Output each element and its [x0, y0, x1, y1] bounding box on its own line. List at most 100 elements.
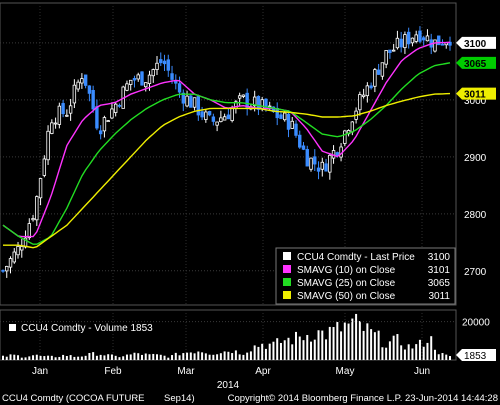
volume-bar	[238, 354, 241, 360]
candle-body	[298, 134, 302, 148]
candle-body	[358, 94, 362, 111]
candle-body	[369, 85, 373, 89]
candle-body	[113, 103, 118, 113]
candle-body	[57, 105, 62, 125]
candle-body	[290, 120, 294, 129]
volume-bar	[178, 355, 181, 360]
volume-bar	[35, 354, 38, 360]
legend-label: CCU4 Comdty - Last Price	[297, 252, 415, 263]
volume-bar	[137, 353, 140, 360]
candle-body	[252, 96, 257, 107]
volume-bar	[430, 336, 433, 360]
candle-body	[380, 62, 385, 77]
value-tag-text: 3065	[464, 59, 487, 70]
volume-bar	[426, 342, 429, 360]
volume-bar	[201, 352, 204, 360]
volume-bar	[144, 353, 147, 360]
ma-line-3	[3, 92, 451, 249]
x-month-label: Mar	[177, 366, 195, 377]
volume-bar	[317, 330, 320, 360]
volume-bar	[28, 356, 31, 360]
candle-body	[189, 95, 193, 108]
volume-bar	[268, 343, 271, 360]
candle-body	[140, 71, 144, 86]
candle-body	[207, 111, 212, 116]
candle-body	[72, 84, 77, 104]
volume-bar	[69, 355, 72, 360]
candle-body	[83, 74, 88, 86]
candle-body	[384, 50, 388, 65]
volume-bar	[9, 354, 12, 360]
volume-bar	[171, 355, 174, 360]
volume-bar	[88, 352, 91, 360]
volume-bar	[358, 321, 361, 360]
volume-bar	[366, 323, 369, 360]
volume-bar	[313, 339, 316, 360]
volume-bar	[261, 343, 264, 360]
volume-bar	[246, 352, 249, 360]
volume-bar	[95, 355, 98, 360]
candle-body	[95, 106, 99, 129]
candle-body	[102, 117, 107, 132]
candle-body	[1, 269, 5, 272]
candle-body	[376, 69, 381, 75]
volume-bar	[159, 354, 162, 360]
volume-bar	[193, 353, 196, 360]
volume-bar	[396, 334, 399, 360]
volume-bar	[77, 356, 80, 360]
legend-swatch	[283, 252, 291, 260]
value-tag: 3100	[456, 36, 496, 50]
volume-bar	[415, 344, 418, 360]
volume-legend-label: CCU4 Comdty - Volume 1853	[21, 323, 153, 334]
candle-body	[260, 99, 264, 109]
value-tag-text: 3100	[464, 39, 487, 50]
volume-bar	[306, 334, 309, 360]
candle-body	[320, 161, 324, 170]
volume-bar	[208, 354, 211, 360]
volume-bar	[343, 322, 346, 360]
candle-body	[87, 85, 92, 94]
candle-body	[448, 41, 452, 46]
x-month-label: Jan	[32, 366, 48, 377]
volume-bar	[219, 353, 222, 360]
candle-body	[286, 113, 291, 130]
legend-swatch	[283, 265, 291, 273]
candle-body	[117, 104, 122, 107]
candle-body	[98, 130, 103, 135]
candle-body	[365, 85, 370, 97]
volume-bar	[47, 355, 50, 360]
volume-bar	[92, 352, 95, 360]
volume-bar	[99, 354, 102, 360]
volume-bar	[182, 353, 185, 360]
volume-bar	[381, 347, 384, 360]
footer-left: CCU4 Comdty (COCOA FUTURE	[2, 393, 145, 404]
volume-bar	[231, 353, 234, 360]
volume-bar	[234, 350, 237, 360]
volume-bars-group	[2, 313, 451, 360]
candle-body	[61, 103, 65, 115]
candle-body	[177, 83, 182, 93]
legend-value: 3011	[428, 291, 450, 302]
candle-body	[309, 157, 313, 170]
candle-body	[50, 122, 54, 134]
candle-body	[42, 158, 47, 176]
candle-body	[256, 95, 261, 110]
candle-body	[437, 35, 441, 46]
volume-bar	[73, 356, 76, 360]
candle-body	[200, 111, 204, 118]
candle-body	[65, 114, 69, 117]
candle-body	[110, 108, 114, 119]
volume-bar	[257, 346, 260, 360]
candle-body	[170, 73, 174, 80]
volume-bar	[216, 354, 219, 360]
candle-body	[76, 81, 80, 90]
volume-bar	[336, 321, 339, 360]
footer-middle: Sep14)	[164, 393, 195, 404]
volume-bar	[437, 354, 440, 360]
candle-body	[440, 43, 445, 46]
candle-body	[162, 60, 167, 65]
candle-body	[414, 34, 418, 42]
candle-body	[196, 96, 201, 116]
candle-body	[16, 246, 20, 256]
